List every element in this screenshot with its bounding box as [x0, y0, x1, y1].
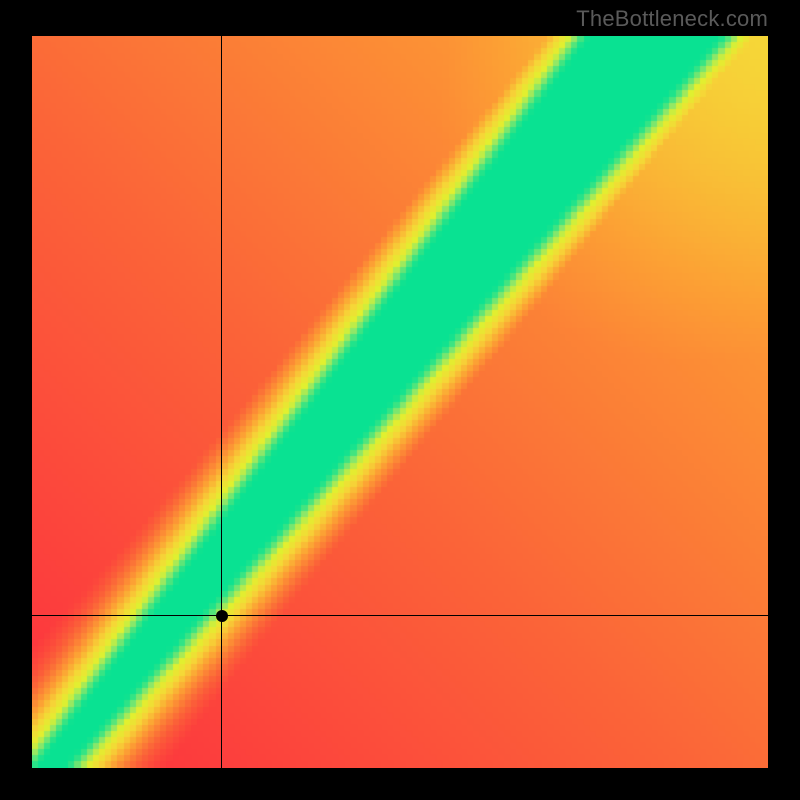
outer-frame: TheBottleneck.com [0, 0, 800, 800]
marker-point [216, 610, 228, 622]
crosshair-vertical [221, 36, 222, 768]
watermark-text: TheBottleneck.com [576, 6, 768, 32]
bottleneck-heatmap [32, 36, 768, 768]
crosshair-horizontal [32, 615, 768, 616]
